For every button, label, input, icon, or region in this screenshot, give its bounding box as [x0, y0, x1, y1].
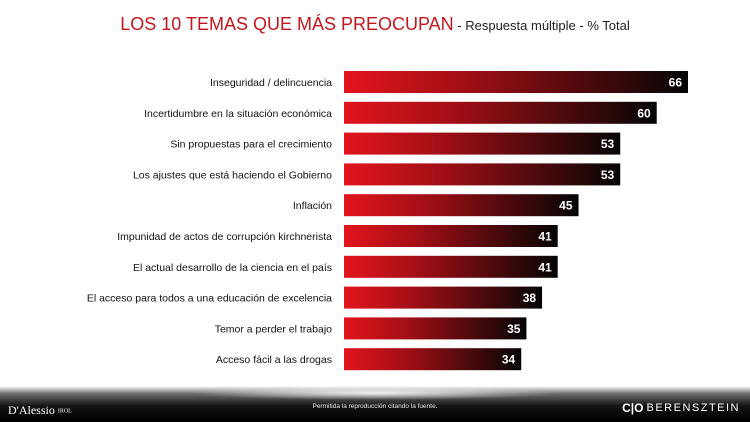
bar-chart: Inseguridad / delincuencia 66 Incertidumbr…: [87, 71, 688, 371]
bar-5: [344, 194, 579, 217]
bar-8: [344, 286, 543, 309]
bar-10: [344, 348, 522, 371]
value-label-8: 38: [523, 291, 537, 305]
value-label-3: 53: [601, 137, 615, 151]
value-label-1: 66: [669, 76, 683, 90]
bar-4: [344, 163, 621, 186]
bar-1: [344, 71, 688, 93]
bars-group: Inseguridad / delincuencia 66 Incertidumbr…: [87, 71, 688, 371]
category-label-9: Temor a perder el trabajo: [215, 323, 332, 335]
chart-title: LOS 10 TEMAS QUE MÁS PREOCUPAN: [120, 14, 454, 34]
berensztein-logo-mark: C|O: [622, 401, 644, 415]
dalessio-logo-small: IROL: [57, 408, 72, 415]
category-label-4: Los ajustes que está haciendo el Gobiern…: [133, 169, 332, 181]
bar-9: [344, 317, 527, 340]
chart-subtitle: - Respuesta múltiple - % Total: [453, 18, 630, 33]
value-label-9: 35: [507, 322, 521, 336]
category-label-5: Inflación: [293, 200, 332, 212]
category-label-8: El acceso para todos a una educación de …: [87, 293, 332, 305]
berensztein-logo-text: BERENSZTEIN: [646, 402, 740, 414]
category-label-2: Incertidumbre en la situación económica: [144, 108, 332, 120]
footer-note: Permitida la reproducción citando la fue…: [312, 403, 438, 410]
berensztein-logo: C|O BERENSZTEIN: [622, 401, 740, 415]
bar-2: [344, 101, 657, 124]
footer-bar: D'Alessio IROL Permitida la reproducción…: [0, 386, 750, 422]
value-label-2: 60: [637, 106, 651, 120]
category-label-3: Sin propuestas para el crecimiento: [170, 139, 332, 151]
chart-title-row: LOS 10 TEMAS QUE MÁS PREOCUPAN - Respues…: [0, 14, 750, 35]
dalessio-logo: D'Alessio IROL: [8, 403, 72, 418]
value-label-5: 45: [559, 199, 573, 213]
value-label-4: 53: [601, 168, 615, 182]
category-label-7: El actual desarrollo de la ciencia en el…: [133, 262, 332, 274]
value-label-7: 41: [538, 260, 552, 274]
category-label-6: Impunidad de actos de corrupción kirchne…: [117, 231, 332, 243]
category-label-10: Acceso fácil a las drogas: [216, 354, 332, 366]
bar-7: [344, 255, 558, 278]
bar-6: [344, 225, 558, 247]
dalessio-logo-text: D'Alessio: [8, 403, 55, 417]
category-label-1: Inseguridad / delincuencia: [210, 77, 332, 89]
footer-shine: [190, 386, 560, 400]
value-label-6: 41: [538, 230, 552, 244]
bar-3: [344, 132, 621, 155]
value-label-10: 34: [502, 353, 516, 367]
